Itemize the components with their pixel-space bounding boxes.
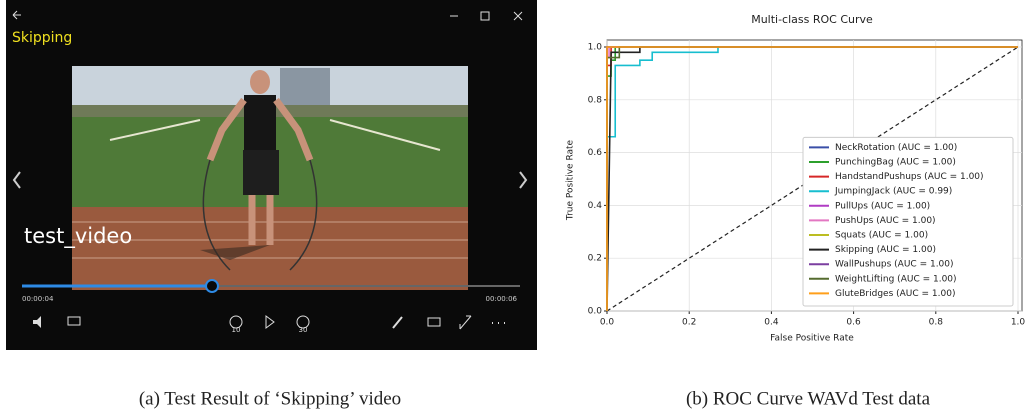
legend-label: Squats (AUC = 1.00): [835, 231, 928, 241]
legend-label: WeightLifting (AUC = 1.00): [835, 274, 957, 284]
y-tick-label: 0.2: [588, 254, 602, 264]
seek-handle[interactable]: [206, 280, 218, 292]
x-tick-label: 0.4: [764, 318, 779, 328]
x-axis-label: False Positive Rate: [770, 334, 854, 344]
caption: (a) Test Result of ‘Skipping’ video: [139, 388, 401, 409]
chart-title: Multi-class ROC Curve: [751, 13, 873, 26]
figure: Skipping test_video 00:00:04 00:00:06 10…: [0, 0, 1026, 420]
legend-label: Skipping (AUC = 1.00): [835, 245, 936, 255]
x-tick-label: 0.2: [682, 318, 696, 328]
y-tick-label: 0.0: [588, 307, 603, 317]
legend-label: PunchingBag (AUC = 1.00): [835, 158, 956, 168]
legend-label: JumpingJack (AUC = 0.99): [834, 187, 952, 197]
legend-label: PushUps (AUC = 1.00): [835, 216, 936, 226]
y-tick-label: 0.4: [588, 201, 603, 211]
x-tick-label: 0.0: [600, 318, 615, 328]
overlay-text: test_video: [24, 224, 132, 249]
x-tick-label: 1.0: [1011, 318, 1026, 328]
time-current: 00:00:04: [22, 295, 54, 303]
y-tick-label: 1.0: [588, 43, 603, 53]
video-frame: [72, 66, 468, 290]
y-tick-label: 0.6: [588, 148, 603, 158]
time-total: 00:00:06: [486, 295, 518, 303]
skip-forward-label: 30: [299, 326, 308, 334]
legend-label: PullUps (AUC = 1.00): [835, 201, 930, 211]
skip-back-label: 10: [232, 326, 241, 334]
legend-label: HandstandPushups (AUC = 1.00): [835, 172, 984, 182]
legend-label: NeckRotation (AUC = 1.00): [835, 143, 957, 153]
legend-label: GluteBridges (AUC = 1.00): [835, 289, 956, 299]
video-title: Skipping: [12, 30, 72, 46]
caption: (b) ROC Curve WAVd Test data: [686, 388, 931, 409]
page: Skipping test_video 00:00:04 00:00:06 10…: [0, 0, 1026, 420]
legend-label: WallPushups (AUC = 1.00): [835, 260, 954, 270]
x-tick-label: 0.6: [846, 318, 861, 328]
x-tick-label: 0.8: [929, 318, 944, 328]
y-axis-label: True Positive Rate: [566, 139, 576, 221]
y-tick-label: 0.8: [588, 95, 603, 105]
